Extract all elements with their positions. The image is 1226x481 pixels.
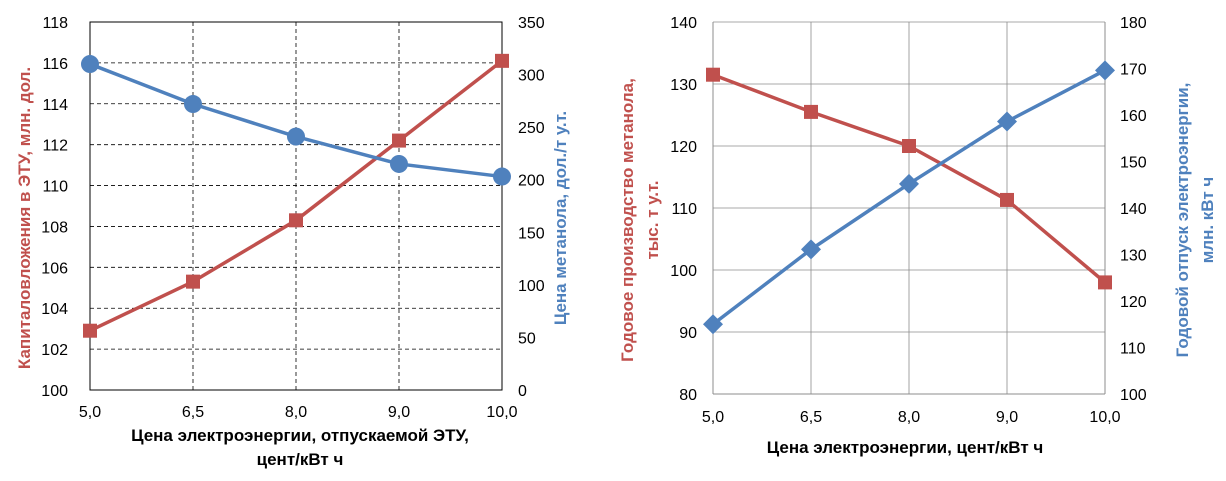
y-right-tick-label: 120 [1120, 294, 1147, 311]
y-right-tick-label: 150 [518, 225, 545, 242]
y-right-axis-title: Цена метанола, дол./т у.т. [551, 111, 570, 325]
series-2-point [899, 173, 919, 194]
y-right-tick-label: 110 [1120, 341, 1146, 358]
x-tick-label: 5,0 [702, 409, 724, 426]
x-tick-label: 9,0 [388, 404, 410, 421]
y-left-axis-title: тыс. т у.т. [643, 180, 662, 259]
y-right-tick-label: 180 [1120, 15, 1147, 32]
chart-2: 80 90 100 110 120 130 140 100 110 120 130 140 150 160… [618, 15, 1217, 457]
chart-1: 100 102 104 106 108 110 112 114 116 118 0 50 100 150 2… [15, 15, 570, 469]
series-1-point [1000, 192, 1014, 207]
x-axis-title: Цена электроэнергии, отпускаемой ЭТУ, [131, 426, 469, 445]
y-right-tick-label: 300 [518, 68, 545, 85]
y-left-tick-label: 100 [670, 263, 697, 280]
y-left-tick-label: 106 [41, 260, 68, 277]
plot-frame [89, 21, 503, 391]
series-2-point [184, 95, 202, 114]
y-left-tick-label: 140 [670, 15, 697, 32]
x-tick-label: 8,0 [285, 404, 307, 421]
y-left-tick-label: 120 [670, 139, 697, 156]
series-1-point [83, 323, 97, 338]
y-left-axis-title: Годовое производство метанола, [618, 78, 637, 362]
series-1-point [392, 133, 406, 148]
series-2-point [801, 239, 821, 260]
series-1-point [186, 274, 200, 289]
y-right-tick-label: 350 [518, 15, 545, 32]
y-left-tick-label: 80 [679, 387, 697, 404]
series-2-point [997, 111, 1017, 132]
y-right-tick-label: 200 [518, 173, 545, 190]
series-2-point [81, 55, 99, 74]
y-left-tick-label: 100 [41, 383, 68, 400]
y-left-tick-label: 104 [41, 301, 68, 318]
series-1-point [289, 213, 303, 228]
y-right-tick-label: 160 [1120, 108, 1147, 125]
x-tick-label: 9,0 [996, 409, 1018, 426]
y-left-tick-label: 112 [42, 138, 68, 155]
y-right-tick-label: 170 [1120, 62, 1147, 79]
y-left-tick-label: 90 [679, 325, 697, 342]
y-right-tick-label: 140 [1120, 201, 1147, 218]
y-right-axis-title: млн. кВт ч [1198, 177, 1217, 264]
y-left-tick-label: 110 [671, 201, 697, 218]
x-tick-label: 6,5 [182, 404, 204, 421]
x-tick-label: 8,0 [898, 409, 920, 426]
y-right-tick-label: 250 [518, 120, 545, 137]
series-2-point [390, 154, 408, 173]
x-axis-title: Цена электроэнергии, цент/кВт ч [767, 438, 1044, 457]
series-2-point [493, 167, 511, 186]
x-tick-label: 6,5 [800, 409, 822, 426]
series-1-point [1098, 275, 1112, 290]
y-left-tick-label: 102 [41, 342, 68, 359]
x-axis-title: цент/кВт ч [257, 450, 344, 469]
y-left-tick-label: 114 [42, 97, 68, 114]
series-1-point [706, 67, 720, 82]
series-2-point [287, 127, 305, 146]
y-left-tick-label: 130 [670, 77, 697, 94]
series-2-point [1095, 60, 1115, 81]
y-right-tick-label: 150 [1120, 155, 1147, 172]
y-right-tick-label: 130 [1120, 248, 1147, 265]
x-tick-label: 10,0 [486, 404, 517, 421]
y-right-tick-label: 50 [518, 330, 536, 347]
series-1-point [804, 104, 818, 119]
series-1-point [495, 53, 509, 68]
x-tick-label: 10,0 [1089, 409, 1120, 426]
y-right-tick-label: 100 [518, 278, 545, 295]
y-left-axis-title: Капиталовложения в ЭТУ, млн. дол. [15, 67, 34, 369]
series-1-point [902, 139, 916, 153]
x-tick-label: 5,0 [79, 404, 101, 421]
y-left-tick-label: 108 [41, 219, 68, 236]
y-right-tick-label: 0 [518, 383, 527, 400]
y-left-tick-label: 116 [42, 56, 68, 73]
y-left-tick-label: 110 [42, 179, 68, 196]
y-right-axis-title: Годовой отпуск электроэнергии, [1173, 83, 1192, 358]
y-left-tick-label: 118 [42, 15, 68, 32]
series-2-point [703, 314, 723, 335]
y-right-tick-label: 100 [1120, 387, 1147, 404]
